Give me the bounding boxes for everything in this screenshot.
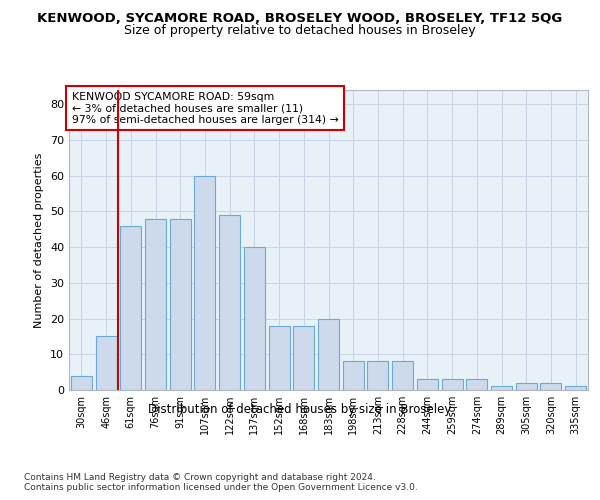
Bar [194, 176, 215, 390]
Text: Contains public sector information licensed under the Open Government Licence v3: Contains public sector information licen… [24, 484, 418, 492]
Text: Distribution of detached houses by size in Broseley: Distribution of detached houses by size … [148, 402, 452, 415]
Bar [170, 218, 191, 390]
Bar [219, 215, 240, 390]
Bar [71, 376, 92, 390]
Text: Size of property relative to detached houses in Broseley: Size of property relative to detached ho… [124, 24, 476, 37]
Bar [392, 362, 413, 390]
Bar [442, 380, 463, 390]
Bar [516, 383, 537, 390]
Text: KENWOOD, SYCAMORE ROAD, BROSELEY WOOD, BROSELEY, TF12 5QG: KENWOOD, SYCAMORE ROAD, BROSELEY WOOD, B… [37, 12, 563, 26]
Text: Contains HM Land Registry data © Crown copyright and database right 2024.: Contains HM Land Registry data © Crown c… [24, 472, 376, 482]
Bar [491, 386, 512, 390]
Text: KENWOOD SYCAMORE ROAD: 59sqm
← 3% of detached houses are smaller (11)
97% of sem: KENWOOD SYCAMORE ROAD: 59sqm ← 3% of det… [71, 92, 338, 124]
Bar [244, 247, 265, 390]
Bar [565, 386, 586, 390]
Bar [318, 318, 339, 390]
Bar [343, 362, 364, 390]
Bar [145, 218, 166, 390]
Bar [293, 326, 314, 390]
Bar [541, 383, 562, 390]
Bar [269, 326, 290, 390]
Bar [367, 362, 388, 390]
Y-axis label: Number of detached properties: Number of detached properties [34, 152, 44, 328]
Bar [120, 226, 141, 390]
Bar [466, 380, 487, 390]
Bar [95, 336, 116, 390]
Bar [417, 380, 438, 390]
